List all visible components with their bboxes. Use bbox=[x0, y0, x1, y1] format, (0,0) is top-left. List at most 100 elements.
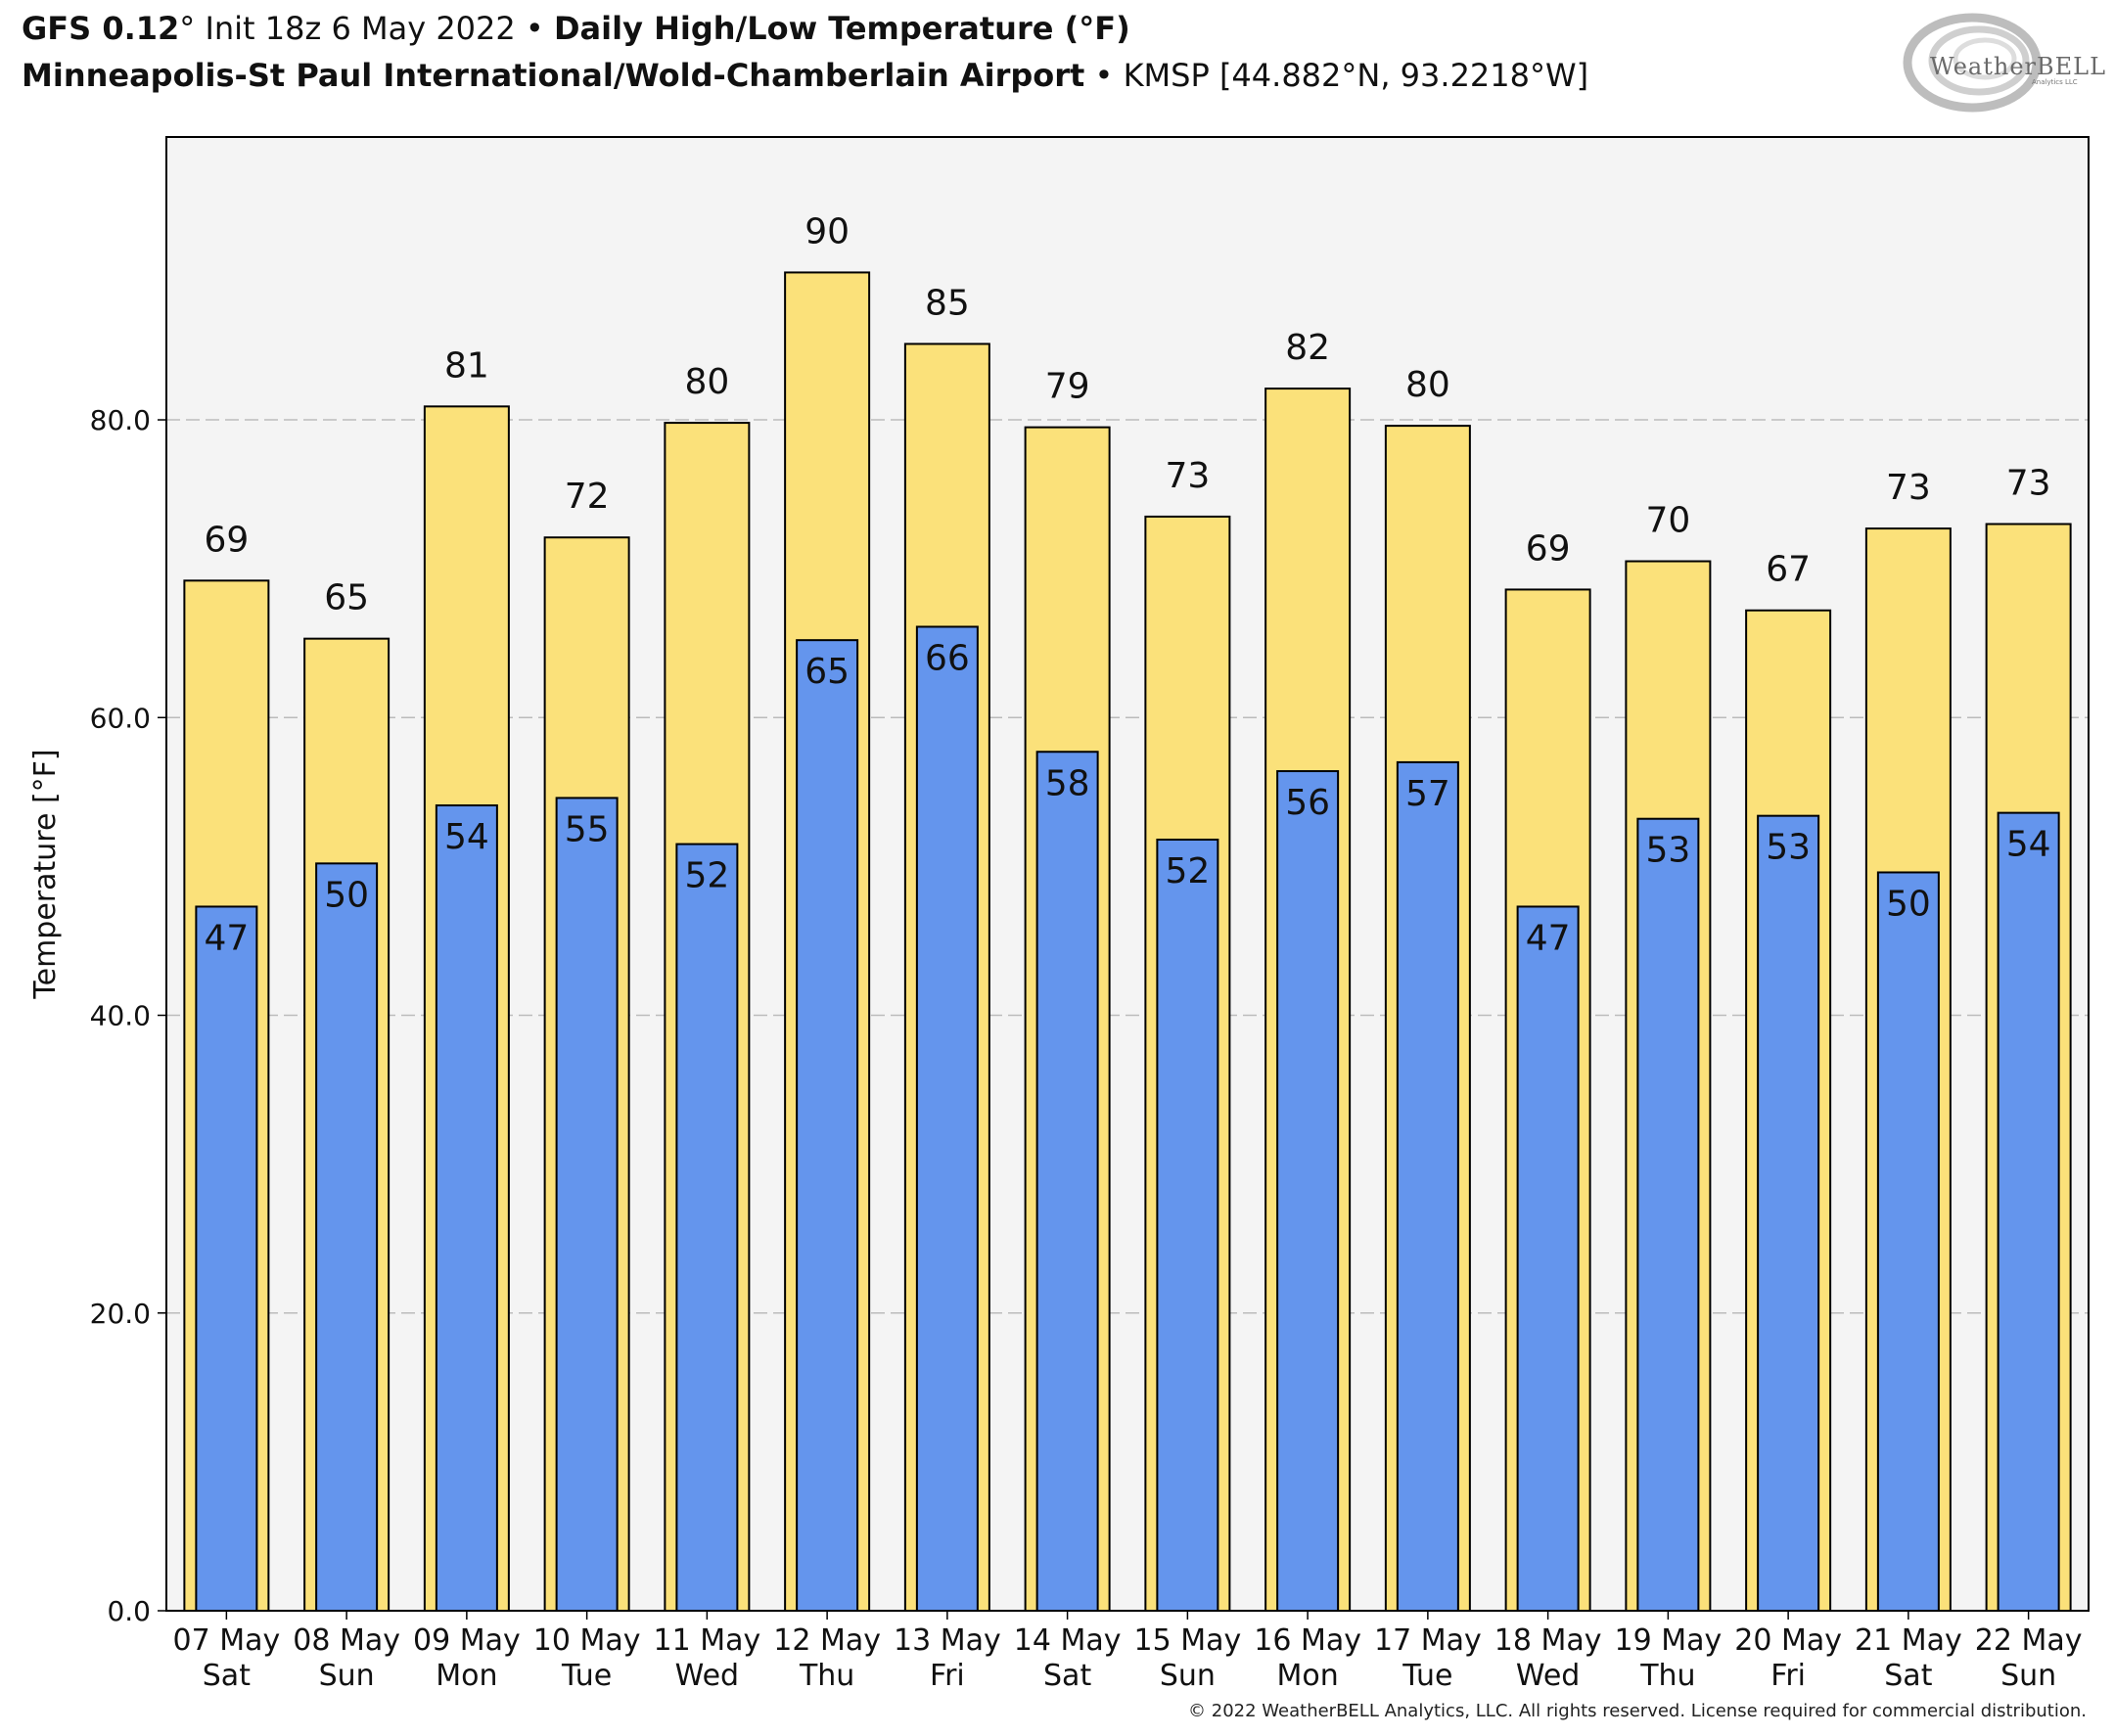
chart-title-line-2: Minneapolis-St Paul International/Wold-C… bbox=[22, 57, 1588, 94]
low-value-label: 53 bbox=[1766, 828, 1811, 868]
low-value-label: 53 bbox=[1645, 831, 1690, 871]
x-tick-date: 14 May bbox=[1014, 1623, 1122, 1658]
low-bar bbox=[1276, 770, 1340, 1612]
low-bar bbox=[1035, 751, 1099, 1612]
low-bar bbox=[555, 797, 619, 1612]
title-bullet-2: • bbox=[1094, 57, 1114, 94]
station-info: KMSP [44.882°N, 93.2218°W] bbox=[1123, 57, 1589, 94]
logo-text: WeatherBELL bbox=[1930, 53, 2107, 80]
low-value-label: 58 bbox=[1045, 763, 1090, 803]
x-tick-weekday: Fri bbox=[930, 1659, 965, 1693]
high-value-label: 65 bbox=[324, 578, 369, 618]
low-bar bbox=[1516, 905, 1580, 1612]
copyright-notice: © 2022 WeatherBELL Analytics, LLC. All r… bbox=[1188, 1701, 2087, 1721]
y-tick-label: 40.0 bbox=[90, 1000, 151, 1032]
x-tick-weekday: Mon bbox=[1276, 1659, 1338, 1693]
low-bar bbox=[1156, 839, 1219, 1612]
chart-title-line-1: GFS 0.12° Init 18z 6 May 2022 • Daily Hi… bbox=[22, 10, 1130, 47]
high-value-label: 81 bbox=[444, 345, 489, 386]
low-value-label: 50 bbox=[324, 875, 369, 915]
low-value-label: 65 bbox=[804, 652, 850, 692]
high-value-label: 90 bbox=[804, 211, 850, 251]
low-value-label: 52 bbox=[1165, 851, 1210, 891]
x-tick-weekday: Sun bbox=[2000, 1659, 2056, 1693]
data-labels: 69 47 65 50 81 54 72 55 80 52 90 65 85 66 79 58 73 52 82 56… bbox=[204, 211, 2050, 958]
x-tick-date: 19 May bbox=[1615, 1623, 1723, 1658]
low-bar bbox=[315, 862, 379, 1612]
logo-subtext: Analytics LLC bbox=[2032, 78, 2078, 86]
high-value-label: 82 bbox=[1285, 328, 1330, 368]
high-value-label: 73 bbox=[1165, 456, 1210, 496]
x-tick-date: 21 May bbox=[1855, 1623, 1962, 1658]
low-bar bbox=[195, 905, 258, 1612]
x-tick-date: 20 May bbox=[1734, 1623, 1842, 1658]
low-bar bbox=[1636, 817, 1700, 1612]
product-name: Daily High/Low Temperature (°F) bbox=[553, 10, 1130, 47]
x-tick-weekday: Sat bbox=[1043, 1659, 1091, 1693]
high-value-label: 67 bbox=[1766, 550, 1811, 590]
high-value-label: 69 bbox=[1526, 528, 1571, 569]
x-tick-date: 10 May bbox=[533, 1623, 641, 1658]
station-name: Minneapolis-St Paul International/Wold-C… bbox=[22, 57, 1085, 94]
x-tick-weekday: Tue bbox=[1402, 1659, 1452, 1693]
init-time: Init 18z 6 May 2022 bbox=[205, 10, 516, 47]
low-value-label: 66 bbox=[925, 638, 970, 678]
x-tick-weekday: Sun bbox=[319, 1659, 375, 1693]
x-tick-weekday: Sun bbox=[1160, 1659, 1216, 1693]
y-axis: 0.0 20.0 40.0 60.0 80.0 bbox=[90, 404, 166, 1627]
y-axis-label: Temperature [°F] bbox=[28, 749, 63, 999]
x-tick-date: 15 May bbox=[1134, 1623, 1242, 1658]
high-value-label: 69 bbox=[204, 520, 249, 560]
x-tick-date: 13 May bbox=[894, 1623, 1001, 1658]
title-bullet: • bbox=[525, 10, 544, 47]
plot-frame bbox=[165, 136, 2090, 1612]
high-value-label: 70 bbox=[1645, 501, 1690, 541]
high-value-label: 80 bbox=[1405, 365, 1450, 405]
weatherbell-logo bbox=[1903, 13, 2042, 113]
x-tick-date: 17 May bbox=[1374, 1623, 1482, 1658]
model-degree: ° bbox=[179, 10, 196, 47]
bars bbox=[183, 271, 2072, 1613]
x-tick-date: 09 May bbox=[413, 1623, 521, 1658]
low-bar bbox=[1997, 811, 2060, 1612]
x-tick-date: 12 May bbox=[773, 1623, 881, 1658]
low-value-label: 52 bbox=[684, 856, 729, 896]
x-tick-date: 08 May bbox=[293, 1623, 400, 1658]
low-bar bbox=[796, 639, 859, 1612]
x-tick-weekday: Wed bbox=[1516, 1659, 1580, 1693]
x-tick-weekday: Fri bbox=[1770, 1659, 1806, 1693]
x-tick-date: 16 May bbox=[1254, 1623, 1361, 1658]
y-tick-label: 20.0 bbox=[90, 1298, 151, 1330]
low-bar bbox=[675, 843, 739, 1612]
high-value-label: 73 bbox=[2006, 464, 2051, 504]
high-value-label: 85 bbox=[925, 283, 970, 323]
x-tick-weekday: Sat bbox=[203, 1659, 251, 1693]
low-bar bbox=[1396, 760, 1459, 1612]
low-bar bbox=[1876, 871, 1940, 1612]
low-value-label: 54 bbox=[2006, 825, 2051, 865]
low-value-label: 56 bbox=[1285, 783, 1330, 823]
low-value-label: 54 bbox=[444, 817, 489, 857]
low-bar bbox=[435, 804, 498, 1612]
x-tick-date: 18 May bbox=[1494, 1623, 1602, 1658]
x-tick-weekday: Tue bbox=[561, 1659, 612, 1693]
high-value-label: 79 bbox=[1045, 367, 1090, 407]
low-value-label: 57 bbox=[1405, 774, 1450, 814]
low-value-label: 50 bbox=[1886, 884, 1931, 924]
low-bar bbox=[915, 625, 979, 1612]
x-tick-date: 11 May bbox=[654, 1623, 761, 1658]
x-tick-date: 22 May bbox=[1975, 1623, 2083, 1658]
x-tick-weekday: Thu bbox=[1639, 1659, 1695, 1693]
y-tick-label: 60.0 bbox=[90, 702, 151, 734]
x-tick-weekday: Thu bbox=[799, 1659, 854, 1693]
low-value-label: 55 bbox=[565, 809, 610, 849]
low-bar bbox=[1757, 814, 1820, 1612]
x-tick-weekday: Mon bbox=[436, 1659, 497, 1693]
x-tick-date: 07 May bbox=[173, 1623, 281, 1658]
y-tick-label: 80.0 bbox=[90, 404, 151, 436]
model-name: GFS 0.12 bbox=[22, 10, 180, 47]
x-tick-weekday: Wed bbox=[675, 1659, 739, 1693]
low-value-label: 47 bbox=[204, 918, 249, 958]
